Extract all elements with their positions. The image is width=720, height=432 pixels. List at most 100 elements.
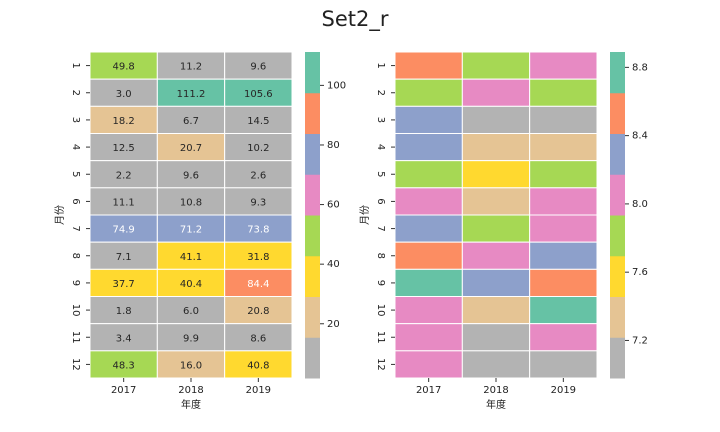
figure-title: Set2_r (322, 7, 389, 32)
colorbar-segment (610, 52, 625, 94)
colorbar-tick-label: 20 (327, 319, 340, 330)
colorbar-segment (305, 255, 320, 297)
colorbar-segment (610, 296, 625, 338)
colorbar-tick-label: 40 (327, 259, 340, 270)
y-tick-label: 12 (70, 358, 81, 371)
colorbar-segment (610, 133, 625, 175)
heatmap-cell (529, 78, 598, 107)
heatmap-cell (224, 78, 293, 107)
heatmap-cell (461, 296, 531, 325)
cell-label: 9.6 (183, 170, 199, 181)
cell-label: 41.1 (180, 252, 202, 263)
heatmap-cell (529, 350, 598, 379)
heatmap-cell (89, 214, 158, 243)
heatmap-cell (224, 296, 293, 325)
cell-label: 9.6 (250, 62, 266, 73)
cell-label: 16.0 (180, 360, 202, 371)
heatmap-cell (156, 214, 226, 243)
cell-label: 6.0 (183, 306, 199, 317)
heatmap-cell (224, 187, 293, 216)
cell-label: 10.8 (180, 197, 202, 208)
heatmap-cell (394, 323, 463, 352)
colorbar-segment (305, 215, 320, 257)
cell-label: 10.2 (247, 143, 269, 154)
cell-label: 48.3 (113, 360, 135, 371)
heatmap-cell (394, 350, 463, 379)
y-tick-label: 4 (70, 144, 81, 150)
y-tick-label: 4 (375, 144, 386, 150)
y-axis-label: 月份 (359, 205, 371, 225)
y-tick-label: 9 (70, 280, 81, 286)
heatmap-cell (224, 268, 293, 298)
y-tick-label: 6 (375, 198, 386, 204)
cell-label: 9.9 (183, 333, 199, 344)
colorbar-segment (305, 133, 320, 175)
y-tick-label: 7 (375, 225, 386, 231)
heatmap-cell (529, 160, 598, 189)
y-tick-label: 11 (70, 331, 81, 344)
x-tick-label: 2019 (551, 385, 576, 396)
cell-label: 105.6 (244, 89, 273, 100)
colorbar-segment (305, 337, 320, 379)
colorbar-segment (305, 174, 320, 216)
colorbar-tick-label: 60 (327, 200, 340, 211)
y-tick-label: 11 (375, 331, 386, 344)
heatmap-cell (224, 323, 293, 352)
cell-label: 20.7 (180, 143, 202, 154)
y-tick-label: 7 (70, 225, 81, 231)
cell-label: 74.9 (113, 225, 135, 236)
y-tick-label: 3 (70, 117, 81, 123)
colorbar-segment (610, 337, 625, 379)
heatmap-cell (529, 187, 598, 216)
heatmap-cell (156, 296, 226, 325)
colorbar-segment (610, 92, 625, 134)
heatmap-cell (461, 323, 531, 352)
colorbar-tick-label: 8.4 (632, 131, 648, 142)
cell-label: 40.8 (247, 360, 269, 371)
heatmap-cell (529, 105, 598, 135)
heatmap-cell (529, 133, 598, 162)
colorbar-tick-label: 80 (327, 140, 340, 151)
heatmap-cell (394, 51, 463, 80)
y-tick-label: 2 (70, 90, 81, 96)
colorbar-tick-label: 7.2 (632, 335, 648, 346)
cell-label: 1.8 (116, 306, 132, 317)
heatmap-cell (461, 268, 531, 298)
colorbar-segment (610, 255, 625, 297)
x-tick-label: 2018 (178, 385, 203, 396)
cell-label: 20.8 (247, 306, 269, 317)
cell-label: 3.4 (116, 333, 132, 344)
cell-label: 31.8 (247, 252, 269, 263)
cell-label: 9.3 (250, 197, 266, 208)
cell-label: 73.8 (247, 225, 269, 236)
cell-label: 18.2 (113, 116, 135, 127)
heatmap-cell (156, 187, 226, 216)
cell-label: 12.5 (113, 143, 135, 154)
colorbar-segment (305, 296, 320, 338)
heatmap-cell (224, 241, 293, 270)
colorbar-segment (305, 52, 320, 94)
y-tick-label: 8 (70, 253, 81, 259)
heatmap-cell (529, 51, 598, 80)
heatmap-cell (461, 133, 531, 162)
heatmap-cell (89, 133, 158, 162)
heatmap-cell (156, 51, 226, 80)
heatmap-cell (461, 214, 531, 243)
x-tick-label: 2017 (416, 385, 441, 396)
cell-label: 3.0 (116, 89, 132, 100)
cell-label: 2.2 (116, 170, 132, 181)
x-axis-label: 年度 (181, 398, 201, 411)
y-tick-label: 2 (375, 90, 386, 96)
heatmap-cell (394, 78, 463, 107)
y-tick-label: 9 (375, 280, 386, 286)
y-tick-label: 8 (375, 253, 386, 259)
cell-label: 6.7 (183, 116, 199, 127)
colorbar-tick-label: 8.8 (632, 62, 648, 73)
heatmap-cell (529, 241, 598, 270)
x-tick-label: 2018 (483, 385, 508, 396)
cell-label: 49.8 (113, 62, 135, 73)
colorbar-segment (610, 215, 625, 257)
heatmap-cell (461, 241, 531, 270)
heatmap-cell (461, 187, 531, 216)
cell-label: 7.1 (116, 252, 132, 263)
